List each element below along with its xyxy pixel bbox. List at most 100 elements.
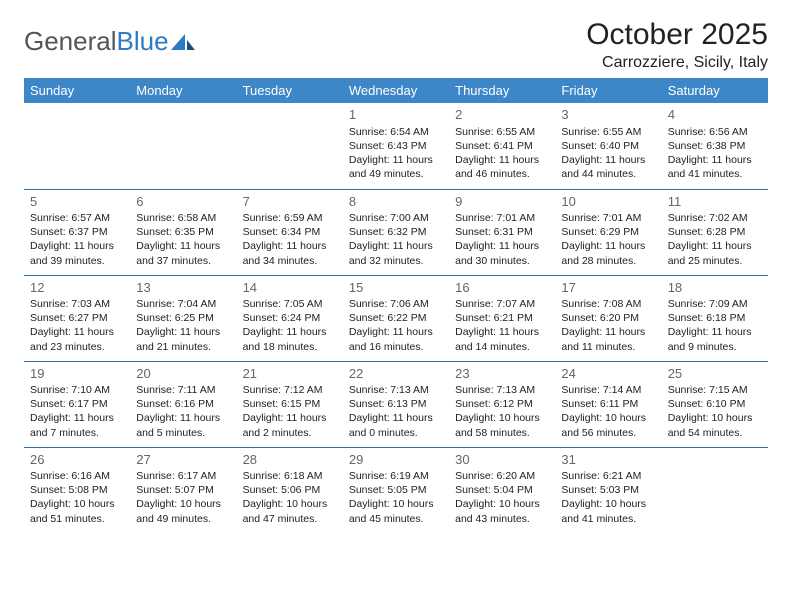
sunset-text: Sunset: 6:40 PM — [561, 139, 655, 153]
calendar-cell: 11Sunrise: 7:02 AMSunset: 6:28 PMDayligh… — [662, 189, 768, 275]
calendar-cell: 6Sunrise: 6:58 AMSunset: 6:35 PMDaylight… — [130, 189, 236, 275]
day-number: 31 — [561, 451, 655, 469]
sunrise-text: Sunrise: 6:54 AM — [349, 125, 443, 139]
sunset-text: Sunset: 6:38 PM — [668, 139, 762, 153]
title-block: October 2025 Carrozziere, Sicily, Italy — [586, 18, 768, 72]
day-number: 28 — [243, 451, 337, 469]
calendar-cell: 23Sunrise: 7:13 AMSunset: 6:12 PMDayligh… — [449, 361, 555, 447]
day-number: 22 — [349, 365, 443, 383]
sunrise-text: Sunrise: 7:15 AM — [668, 383, 762, 397]
daylight-text: Daylight: 11 hours and 49 minutes. — [349, 153, 443, 181]
sunset-text: Sunset: 5:05 PM — [349, 483, 443, 497]
daylight-text: Daylight: 11 hours and 28 minutes. — [561, 239, 655, 267]
sunset-text: Sunset: 6:43 PM — [349, 139, 443, 153]
day-number: 14 — [243, 279, 337, 297]
sunset-text: Sunset: 6:16 PM — [136, 397, 230, 411]
calendar-cell: 21Sunrise: 7:12 AMSunset: 6:15 PMDayligh… — [237, 361, 343, 447]
calendar-cell: 15Sunrise: 7:06 AMSunset: 6:22 PMDayligh… — [343, 275, 449, 361]
day-number: 27 — [136, 451, 230, 469]
sunrise-text: Sunrise: 7:02 AM — [668, 211, 762, 225]
day-number: 6 — [136, 193, 230, 211]
daylight-text: Daylight: 10 hours and 47 minutes. — [243, 497, 337, 525]
sunrise-text: Sunrise: 7:07 AM — [455, 297, 549, 311]
sunset-text: Sunset: 6:25 PM — [136, 311, 230, 325]
day-number: 13 — [136, 279, 230, 297]
sunrise-text: Sunrise: 6:55 AM — [455, 125, 549, 139]
logo-text-blue: Blue — [117, 26, 169, 57]
daylight-text: Daylight: 10 hours and 49 minutes. — [136, 497, 230, 525]
sunrise-text: Sunrise: 7:12 AM — [243, 383, 337, 397]
sunset-text: Sunset: 5:08 PM — [30, 483, 124, 497]
calendar-cell: 10Sunrise: 7:01 AMSunset: 6:29 PMDayligh… — [555, 189, 661, 275]
daylight-text: Daylight: 11 hours and 34 minutes. — [243, 239, 337, 267]
calendar-week-row: 12Sunrise: 7:03 AMSunset: 6:27 PMDayligh… — [24, 275, 768, 361]
calendar-cell: 25Sunrise: 7:15 AMSunset: 6:10 PMDayligh… — [662, 361, 768, 447]
sunset-text: Sunset: 6:17 PM — [30, 397, 124, 411]
calendar-cell: 18Sunrise: 7:09 AMSunset: 6:18 PMDayligh… — [662, 275, 768, 361]
sunset-text: Sunset: 6:29 PM — [561, 225, 655, 239]
sunrise-text: Sunrise: 6:19 AM — [349, 469, 443, 483]
sunrise-text: Sunrise: 7:09 AM — [668, 297, 762, 311]
day-number: 8 — [349, 193, 443, 211]
sunrise-text: Sunrise: 6:58 AM — [136, 211, 230, 225]
day-header: Friday — [555, 78, 661, 103]
sunset-text: Sunset: 6:20 PM — [561, 311, 655, 325]
calendar-cell: 4Sunrise: 6:56 AMSunset: 6:38 PMDaylight… — [662, 103, 768, 189]
daylight-text: Daylight: 11 hours and 11 minutes. — [561, 325, 655, 353]
daylight-text: Daylight: 10 hours and 45 minutes. — [349, 497, 443, 525]
calendar-cell: 12Sunrise: 7:03 AMSunset: 6:27 PMDayligh… — [24, 275, 130, 361]
day-number: 26 — [30, 451, 124, 469]
sunrise-text: Sunrise: 7:13 AM — [349, 383, 443, 397]
sunset-text: Sunset: 6:24 PM — [243, 311, 337, 325]
daylight-text: Daylight: 11 hours and 21 minutes. — [136, 325, 230, 353]
calendar-cell: 5Sunrise: 6:57 AMSunset: 6:37 PMDaylight… — [24, 189, 130, 275]
calendar-cell: 19Sunrise: 7:10 AMSunset: 6:17 PMDayligh… — [24, 361, 130, 447]
sunset-text: Sunset: 6:12 PM — [455, 397, 549, 411]
day-number: 23 — [455, 365, 549, 383]
header: GeneralBlue October 2025 Carrozziere, Si… — [24, 18, 768, 72]
month-title: October 2025 — [586, 18, 768, 52]
sunrise-text: Sunrise: 6:21 AM — [561, 469, 655, 483]
sunset-text: Sunset: 6:37 PM — [30, 225, 124, 239]
day-header: Saturday — [662, 78, 768, 103]
day-number: 1 — [349, 106, 443, 124]
day-number: 16 — [455, 279, 549, 297]
daylight-text: Daylight: 11 hours and 18 minutes. — [243, 325, 337, 353]
sunset-text: Sunset: 6:10 PM — [668, 397, 762, 411]
calendar-cell: 20Sunrise: 7:11 AMSunset: 6:16 PMDayligh… — [130, 361, 236, 447]
sunrise-text: Sunrise: 7:05 AM — [243, 297, 337, 311]
sunrise-text: Sunrise: 6:59 AM — [243, 211, 337, 225]
sunrise-text: Sunrise: 7:08 AM — [561, 297, 655, 311]
day-number: 9 — [455, 193, 549, 211]
sunrise-text: Sunrise: 7:00 AM — [349, 211, 443, 225]
daylight-text: Daylight: 10 hours and 58 minutes. — [455, 411, 549, 439]
daylight-text: Daylight: 10 hours and 41 minutes. — [561, 497, 655, 525]
daylight-text: Daylight: 11 hours and 25 minutes. — [668, 239, 762, 267]
sunrise-text: Sunrise: 7:01 AM — [561, 211, 655, 225]
day-number: 21 — [243, 365, 337, 383]
sunrise-text: Sunrise: 6:55 AM — [561, 125, 655, 139]
daylight-text: Daylight: 10 hours and 51 minutes. — [30, 497, 124, 525]
sunset-text: Sunset: 6:34 PM — [243, 225, 337, 239]
calendar-cell: 17Sunrise: 7:08 AMSunset: 6:20 PMDayligh… — [555, 275, 661, 361]
calendar-cell — [662, 447, 768, 533]
day-number: 18 — [668, 279, 762, 297]
daylight-text: Daylight: 11 hours and 16 minutes. — [349, 325, 443, 353]
daylight-text: Daylight: 11 hours and 7 minutes. — [30, 411, 124, 439]
sunset-text: Sunset: 6:32 PM — [349, 225, 443, 239]
calendar-cell — [24, 103, 130, 189]
sunset-text: Sunset: 6:22 PM — [349, 311, 443, 325]
sunrise-text: Sunrise: 7:06 AM — [349, 297, 443, 311]
daylight-text: Daylight: 11 hours and 32 minutes. — [349, 239, 443, 267]
calendar-cell: 30Sunrise: 6:20 AMSunset: 5:04 PMDayligh… — [449, 447, 555, 533]
day-header: Thursday — [449, 78, 555, 103]
day-number: 24 — [561, 365, 655, 383]
daylight-text: Daylight: 10 hours and 54 minutes. — [668, 411, 762, 439]
logo-text-gray: General — [24, 26, 117, 57]
day-number: 4 — [668, 106, 762, 124]
sunset-text: Sunset: 6:28 PM — [668, 225, 762, 239]
calendar-cell: 16Sunrise: 7:07 AMSunset: 6:21 PMDayligh… — [449, 275, 555, 361]
day-number: 17 — [561, 279, 655, 297]
day-number: 7 — [243, 193, 337, 211]
daylight-text: Daylight: 11 hours and 39 minutes. — [30, 239, 124, 267]
